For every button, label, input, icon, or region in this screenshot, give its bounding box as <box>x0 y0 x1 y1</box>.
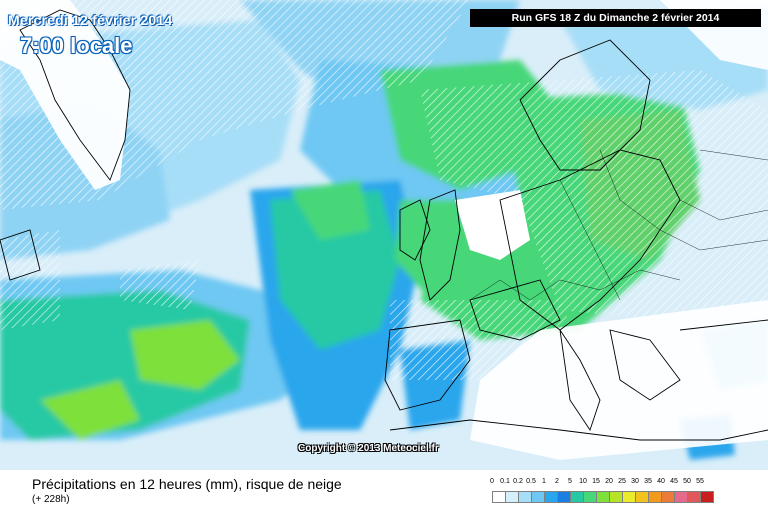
legend-tick-label: 0.5 <box>526 478 536 485</box>
legend-swatch <box>700 491 714 503</box>
caption-title: Précipitations en 12 heures (mm), risque… <box>32 476 342 492</box>
legend-tick-label: 55 <box>696 478 704 485</box>
legend-tick-label: 0 <box>490 478 494 485</box>
legend-tick-label: 5 <box>568 478 572 485</box>
precipitation-map: Mercredi 12 février 2014 7:00 locale Run… <box>0 0 768 470</box>
legend-swatches <box>492 491 714 503</box>
legend-swatch <box>557 491 571 503</box>
legend-swatch <box>505 491 519 503</box>
legend-swatch <box>648 491 662 503</box>
legend-tick-label: 20 <box>605 478 613 485</box>
borders <box>469 149 768 301</box>
legend-tick-label: 25 <box>618 478 626 485</box>
caption-bar: Précipitations en 12 heures (mm), risque… <box>0 470 768 512</box>
legend-swatch <box>635 491 649 503</box>
model-run-label: Run GFS 18 Z du Dimanche 2 février 2014 <box>470 9 761 27</box>
color-legend: 0 0.1 0.2 0.5 1 2 5 10 15 20 25 30 35 40 45 50 55 <box>484 478 758 506</box>
legend-tick-label: 45 <box>670 478 678 485</box>
legend-tick-label: 50 <box>683 478 691 485</box>
legend-swatch <box>583 491 597 503</box>
legend-tick-label: 1 <box>542 478 546 485</box>
legend-swatch <box>622 491 636 503</box>
legend-swatch <box>687 491 701 503</box>
legend-tick-label: 2 <box>555 478 559 485</box>
forecast-hour: 7:00 locale <box>20 33 133 58</box>
legend-swatch <box>596 491 610 503</box>
legend-swatch <box>609 491 623 503</box>
legend-swatch <box>492 491 506 503</box>
forecast-date: Mercredi 12 février 2014 <box>8 12 173 28</box>
legend-swatch <box>544 491 558 503</box>
legend-swatch <box>674 491 688 503</box>
forecast-offset: (+ 228h) <box>32 494 70 505</box>
legend-tick-label: 35 <box>644 478 652 485</box>
legend-tick-label: 0.1 <box>500 478 510 485</box>
legend-tick-label: 30 <box>631 478 639 485</box>
map-graphic <box>0 0 768 470</box>
legend-tick-label: 10 <box>579 478 587 485</box>
snow-risk-hatching <box>0 0 768 380</box>
legend-tick-label: 40 <box>657 478 665 485</box>
legend-swatch <box>570 491 584 503</box>
copyright-text: Copyright © 2013 Meteociel.fr <box>298 443 439 454</box>
legend-swatch <box>531 491 545 503</box>
legend-swatch <box>661 491 675 503</box>
legend-tick-label: 0.2 <box>513 478 523 485</box>
legend-ticks: 0 0.1 0.2 0.5 1 2 5 10 15 20 25 30 35 40 45 50 55 <box>484 478 758 488</box>
legend-tick-label: 15 <box>592 478 600 485</box>
legend-swatch <box>518 491 532 503</box>
coastlines <box>0 9 768 441</box>
